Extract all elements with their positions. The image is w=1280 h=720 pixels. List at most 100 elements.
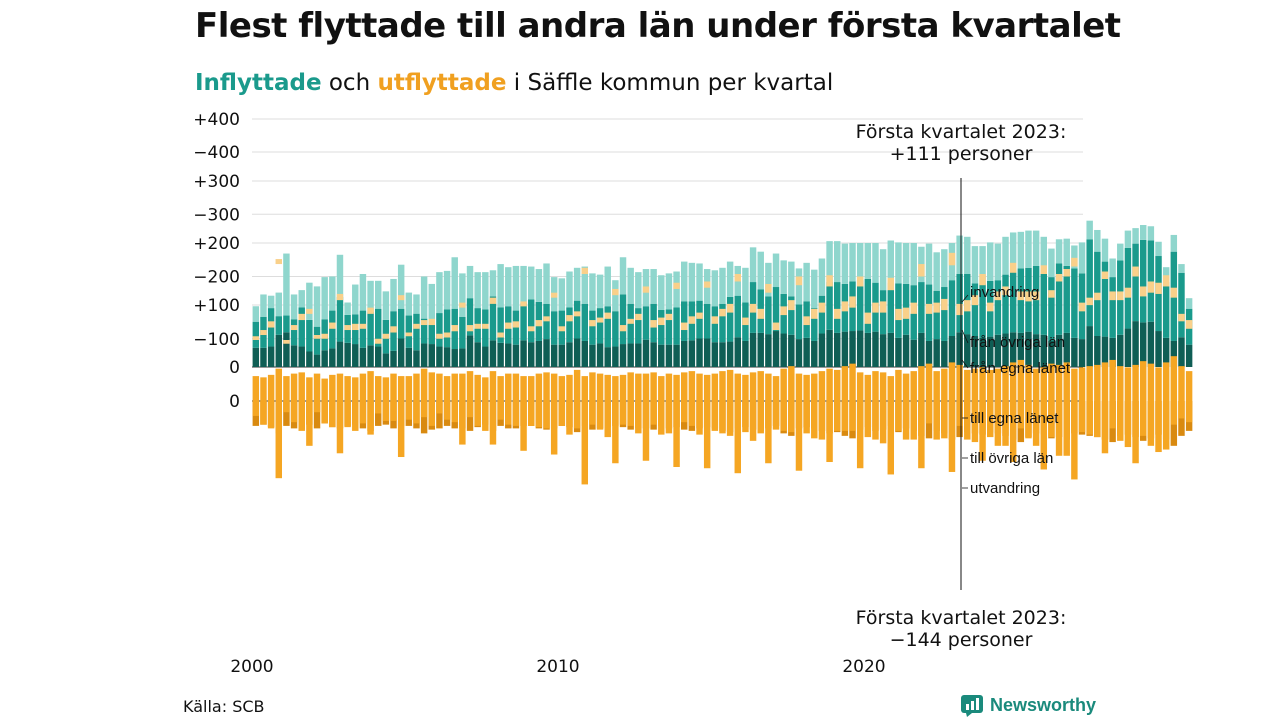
subtitle-inflyttade: Inflyttade bbox=[195, 70, 322, 96]
bar-out-2 bbox=[1048, 290, 1055, 298]
bar-in-0 bbox=[795, 339, 803, 367]
bar-out-2 bbox=[283, 340, 290, 344]
bar-in-1 bbox=[918, 282, 925, 333]
annotation-bottom-line1: Första kvartalet 2023: bbox=[856, 607, 1067, 629]
bar-in-0 bbox=[1132, 321, 1139, 367]
bar-in-1 bbox=[711, 306, 719, 343]
y-tick-label-top: +300 bbox=[193, 172, 240, 192]
bar-in-2 bbox=[436, 272, 443, 314]
bar-in-1 bbox=[1055, 263, 1063, 335]
bar-in-1 bbox=[1017, 268, 1025, 333]
bar-in-1 bbox=[956, 274, 963, 333]
bar-in-2 bbox=[1117, 243, 1124, 261]
bar-out-1 bbox=[849, 363, 856, 431]
bar-out-2 bbox=[528, 326, 535, 332]
bar-out-1 bbox=[964, 369, 971, 440]
bar-out-1 bbox=[1032, 368, 1040, 446]
bar-in-2 bbox=[879, 249, 887, 291]
bar-out-2 bbox=[994, 291, 1002, 301]
bar-in-0 bbox=[757, 332, 764, 367]
bar-in-2 bbox=[1017, 231, 1025, 269]
bar-in-1 bbox=[1162, 282, 1170, 338]
bar-in-0 bbox=[703, 338, 711, 367]
bar-in-2 bbox=[459, 273, 466, 317]
bar-in-0 bbox=[1017, 332, 1025, 367]
bar-in-0 bbox=[252, 347, 260, 367]
newsworthy-logo: Newsworthy bbox=[960, 693, 1096, 717]
bar-out-1 bbox=[436, 373, 443, 414]
bar-in-1 bbox=[520, 303, 527, 341]
bar-in-1 bbox=[313, 326, 321, 355]
bar-out-1 bbox=[306, 377, 313, 446]
bar-out-1 bbox=[1094, 364, 1101, 438]
bar-in-1 bbox=[367, 311, 374, 346]
bar-in-1 bbox=[443, 309, 451, 348]
bar-in-0 bbox=[535, 340, 543, 367]
bar-in-1 bbox=[252, 321, 260, 348]
bar-in-1 bbox=[719, 303, 726, 343]
bar-in-0 bbox=[834, 332, 841, 367]
bar-out-2 bbox=[375, 338, 382, 344]
bar-out-1 bbox=[612, 376, 619, 464]
bar-out-1 bbox=[703, 374, 711, 469]
bar-in-2 bbox=[1094, 229, 1101, 252]
bar-out-1 bbox=[589, 372, 596, 425]
bar-in-0 bbox=[612, 346, 619, 367]
bar-in-1 bbox=[359, 310, 367, 348]
bar-out-1 bbox=[566, 374, 573, 435]
y-tick-label-bottom: −300 bbox=[193, 205, 240, 225]
bar-in-0 bbox=[290, 345, 298, 367]
bar-in-2 bbox=[627, 267, 634, 304]
bar-out-2 bbox=[298, 313, 305, 321]
bar-in-0 bbox=[352, 344, 359, 367]
bar-out-1 bbox=[336, 373, 344, 454]
bar-in-1 bbox=[375, 308, 382, 347]
bar-out-1 bbox=[573, 369, 581, 429]
bar-in-2 bbox=[474, 272, 481, 309]
bar-out-1 bbox=[994, 368, 1002, 446]
bar-in-0 bbox=[566, 342, 573, 367]
legend-fran-ovriga-lan-leader bbox=[961, 329, 969, 344]
bar-in-2 bbox=[742, 267, 749, 303]
bar-in-0 bbox=[306, 351, 313, 367]
bar-out-2 bbox=[826, 275, 833, 287]
bar-out-2 bbox=[1094, 292, 1101, 301]
bar-in-2 bbox=[994, 243, 1002, 281]
bar-in-0 bbox=[726, 341, 734, 367]
x-tick-label: 2020 bbox=[842, 657, 885, 677]
bar-out-2 bbox=[535, 320, 543, 327]
bar-in-0 bbox=[665, 344, 673, 367]
bar-in-1 bbox=[642, 306, 650, 340]
bar-in-0 bbox=[382, 353, 390, 367]
bar-in-1 bbox=[459, 316, 466, 349]
bar-out-2 bbox=[619, 325, 627, 332]
bar-in-2 bbox=[765, 262, 772, 297]
bar-in-2 bbox=[1086, 220, 1093, 240]
bar-out-1 bbox=[1124, 367, 1132, 448]
bar-in-0 bbox=[887, 332, 894, 367]
bar-out-2 bbox=[405, 332, 413, 337]
bar-in-1 bbox=[811, 308, 818, 341]
bar-in-0 bbox=[558, 344, 566, 367]
bar-out-1 bbox=[711, 373, 719, 431]
bar-in-2 bbox=[604, 266, 611, 307]
bar-out-2 bbox=[627, 318, 634, 324]
bar-in-0 bbox=[849, 331, 856, 367]
bar-out-2 bbox=[964, 300, 971, 312]
bar-in-0 bbox=[956, 332, 963, 367]
bar-out-2 bbox=[772, 322, 780, 331]
bar-in-2 bbox=[635, 272, 642, 309]
bar-in-0 bbox=[474, 342, 481, 367]
bar-in-2 bbox=[558, 278, 566, 311]
bar-in-0 bbox=[994, 334, 1002, 367]
bar-in-1 bbox=[765, 296, 772, 335]
bar-in-1 bbox=[658, 309, 665, 345]
bar-in-1 bbox=[1147, 240, 1155, 322]
bar-out-1 bbox=[1055, 364, 1063, 456]
bar-out-2 bbox=[489, 297, 497, 304]
bar-out-1 bbox=[397, 376, 405, 458]
bar-out-2 bbox=[267, 321, 275, 328]
bar-in-0 bbox=[658, 344, 665, 367]
bar-in-1 bbox=[329, 310, 336, 349]
